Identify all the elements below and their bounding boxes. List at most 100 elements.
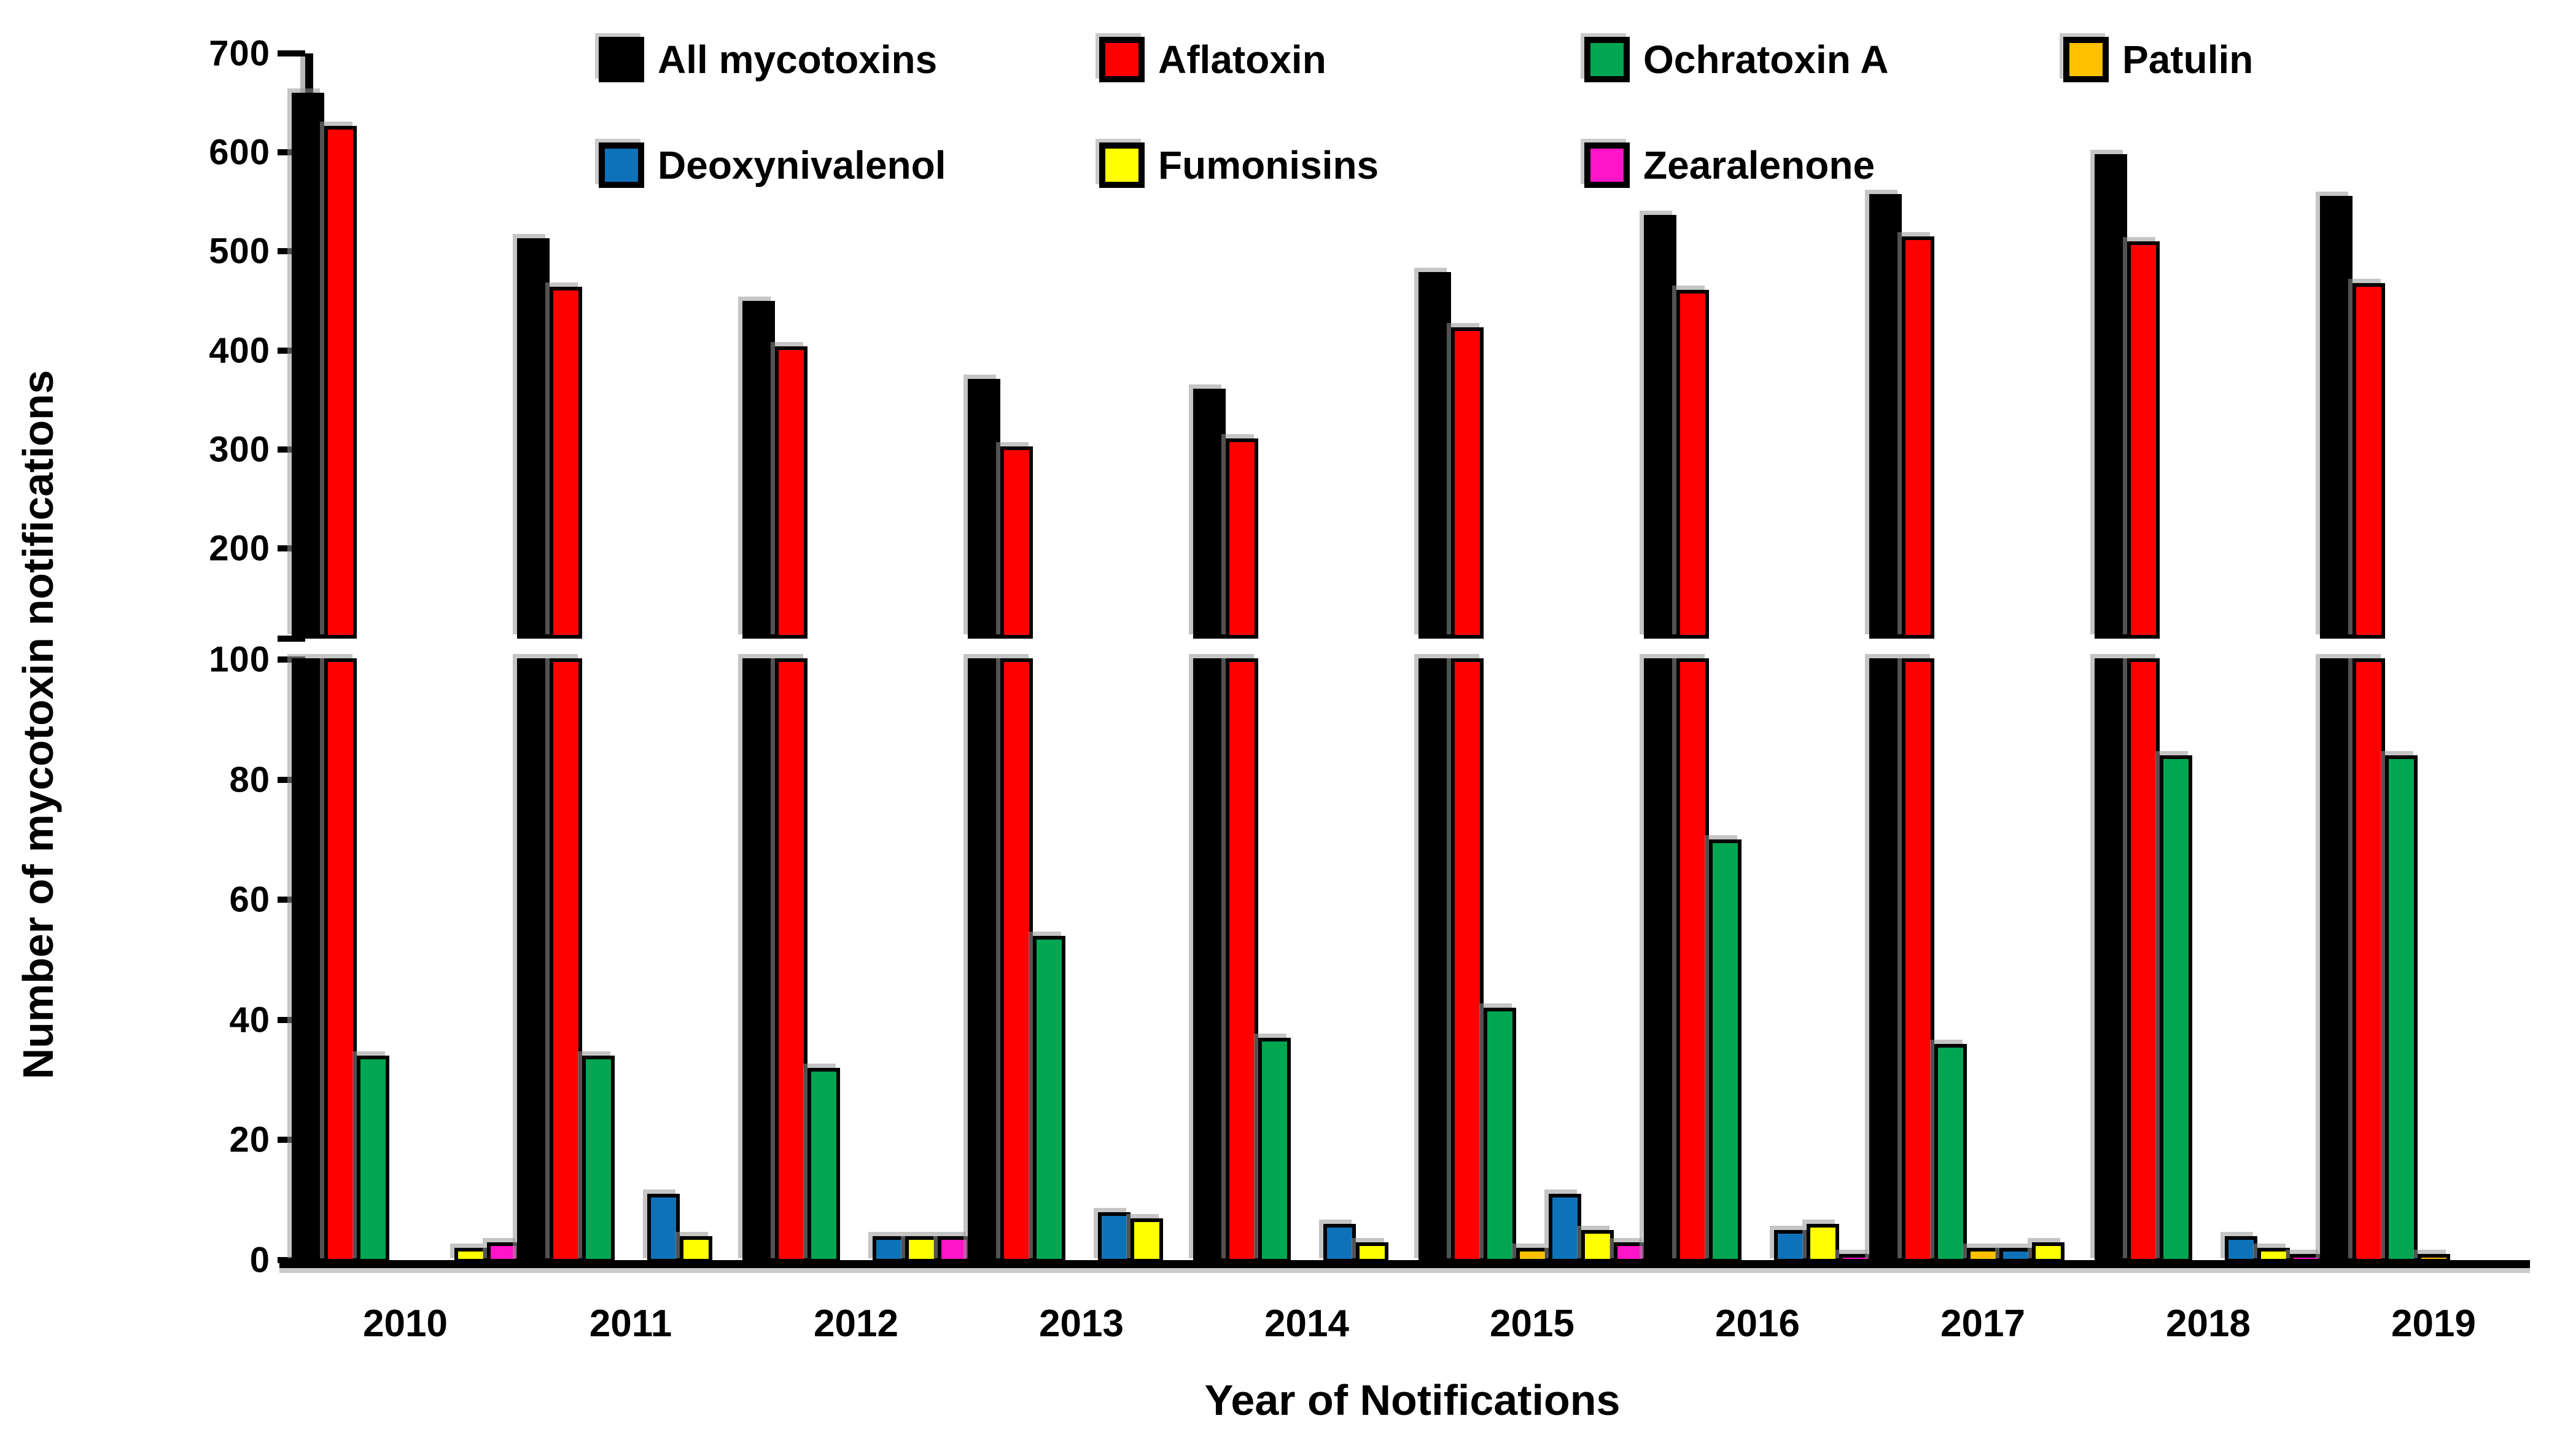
bar-fumonisins-2010 [454, 1248, 487, 1263]
legend-swatch-zearalenone [1584, 142, 1630, 188]
x-tick-label-2013: 2013 [1039, 1302, 1124, 1345]
bar-upper-aflatoxin-2018 [2127, 241, 2160, 639]
y-tick [278, 897, 305, 903]
bar-ochratoxin-a-2016 [1709, 839, 1742, 1263]
legend-label: All mycotoxins [658, 37, 938, 82]
bar-upper-aflatoxin-2019 [2353, 282, 2385, 639]
y-tick [278, 50, 305, 56]
x-tick-label-2015: 2015 [1490, 1302, 1574, 1345]
bar-ochratoxin-a-2018 [2160, 755, 2192, 1263]
bar-all-mycotoxins-2015 [1419, 658, 1451, 1263]
bar-fumonisins-2012 [905, 1236, 938, 1263]
bar-fumonisins-2011 [680, 1236, 712, 1263]
y-tick [278, 248, 305, 255]
y-tick [278, 1257, 305, 1263]
y-tick-label: 0 [249, 1240, 270, 1280]
y-tick [278, 446, 305, 453]
x-tick-label-2018: 2018 [2166, 1302, 2251, 1345]
bar-zearalenone-2012 [938, 1236, 970, 1263]
bar-upper-all-mycotoxins-2012 [742, 300, 775, 639]
legend-item-patulin: Patulin [2063, 37, 2253, 82]
bar-ochratoxin-a-2017 [1934, 1043, 1967, 1263]
legend-swatch-fumonisins [1099, 142, 1145, 188]
bar-zearalenone-2016 [1839, 1254, 1872, 1263]
y-tick-label: 40 [229, 1000, 270, 1040]
bar-fumonisins-2018 [2257, 1248, 2290, 1263]
bar-upper-aflatoxin-2011 [550, 287, 582, 639]
bar-aflatoxin-2013 [1000, 658, 1033, 1263]
y-tick [278, 149, 305, 156]
bar-all-mycotoxins-2010 [292, 658, 324, 1263]
bar-all-mycotoxins-2014 [1193, 658, 1226, 1263]
y-tick-label: 300 [209, 429, 270, 470]
bar-ochratoxin-a-2010 [357, 1056, 389, 1263]
y-tick-label: 700 [209, 33, 270, 74]
bar-deoxynivalenol-2014 [1323, 1224, 1356, 1263]
legend-item-fumonisins: Fumonisins [1099, 142, 1379, 188]
y-tick [278, 545, 305, 551]
bar-zearalenone-2010 [487, 1242, 520, 1263]
y-tick-label: 100 [209, 639, 270, 680]
bar-upper-all-mycotoxins-2015 [1419, 272, 1451, 639]
bar-fumonisins-2015 [1581, 1230, 1614, 1263]
bar-deoxynivalenol-2018 [2225, 1236, 2257, 1263]
bar-all-mycotoxins-2019 [2320, 658, 2353, 1263]
bar-upper-aflatoxin-2010 [324, 125, 357, 639]
bar-fumonisins-2016 [1807, 1224, 1839, 1263]
bar-aflatoxin-2014 [1226, 658, 1258, 1263]
bar-upper-aflatoxin-2017 [1902, 236, 1934, 639]
legend-label: Aflatoxin [1158, 37, 1326, 82]
legend-swatch-deoxynivalenol [599, 142, 644, 188]
bar-patulin-2017 [1967, 1248, 1999, 1263]
bar-aflatoxin-2019 [2353, 658, 2385, 1263]
bar-upper-aflatoxin-2012 [775, 346, 808, 639]
bar-aflatoxin-2017 [1902, 658, 1934, 1263]
bar-upper-all-mycotoxins-2013 [968, 379, 1000, 639]
bar-all-mycotoxins-2017 [1869, 658, 1902, 1263]
y-tick-label: 600 [209, 132, 270, 173]
x-tick-label-2011: 2011 [589, 1302, 672, 1345]
bar-fumonisins-2014 [1356, 1242, 1388, 1263]
bar-upper-aflatoxin-2015 [1451, 327, 1484, 639]
bar-upper-aflatoxin-2013 [1000, 446, 1033, 639]
bar-ochratoxin-a-2012 [808, 1068, 840, 1263]
y-tick-label: 60 [229, 879, 270, 920]
x-tick-label-2010: 2010 [363, 1302, 448, 1345]
bar-deoxynivalenol-2012 [873, 1236, 905, 1263]
legend-swatch-ochratoxin-a [1584, 37, 1630, 82]
bar-patulin-2019 [2418, 1254, 2450, 1263]
bar-upper-aflatoxin-2014 [1226, 438, 1258, 639]
bar-ochratoxin-a-2015 [1484, 1008, 1516, 1263]
y-tick-label: 400 [209, 330, 270, 370]
x-axis-line [279, 1260, 2530, 1268]
bar-ochratoxin-a-2014 [1258, 1038, 1291, 1263]
bar-fumonisins-2017 [2032, 1242, 2065, 1263]
x-tick-label-2016: 2016 [1715, 1302, 1800, 1345]
x-axis-title: Year of Notifications [1204, 1376, 1621, 1424]
bar-all-mycotoxins-2018 [2095, 658, 2127, 1263]
legend-item-aflatoxin: Aflatoxin [1099, 37, 1326, 82]
legend-label: Zearalenone [1643, 143, 1875, 187]
y-tick-label: 200 [209, 528, 270, 569]
bar-deoxynivalenol-2017 [1999, 1248, 2032, 1263]
y-tick [278, 347, 305, 354]
bar-aflatoxin-2018 [2127, 658, 2160, 1263]
bar-deoxynivalenol-2016 [1774, 1230, 1807, 1263]
legend-item-deoxynivalenol: Deoxynivalenol [599, 142, 946, 188]
bar-deoxynivalenol-2011 [647, 1194, 680, 1263]
bar-ochratoxin-a-2011 [582, 1056, 615, 1263]
bar-upper-aflatoxin-2016 [1676, 290, 1709, 639]
bar-deoxynivalenol-2015 [1549, 1194, 1581, 1263]
legend-swatch-patulin [2063, 37, 2109, 82]
y-tick-label: 500 [209, 231, 270, 271]
bar-upper-all-mycotoxins-2017 [1869, 193, 1902, 639]
x-tick-label-2017: 2017 [1940, 1302, 2025, 1345]
x-tick-label-2014: 2014 [1264, 1302, 1349, 1345]
legend-swatch-all-mycotoxins [599, 37, 644, 82]
x-tick-label-2012: 2012 [814, 1302, 898, 1345]
y-tick-label: 80 [229, 760, 270, 800]
bar-aflatoxin-2012 [775, 658, 808, 1263]
bar-upper-all-mycotoxins-2016 [1644, 214, 1676, 639]
legend-label: Patulin [2122, 37, 2254, 82]
x-tick-label-2019: 2019 [2391, 1302, 2476, 1345]
